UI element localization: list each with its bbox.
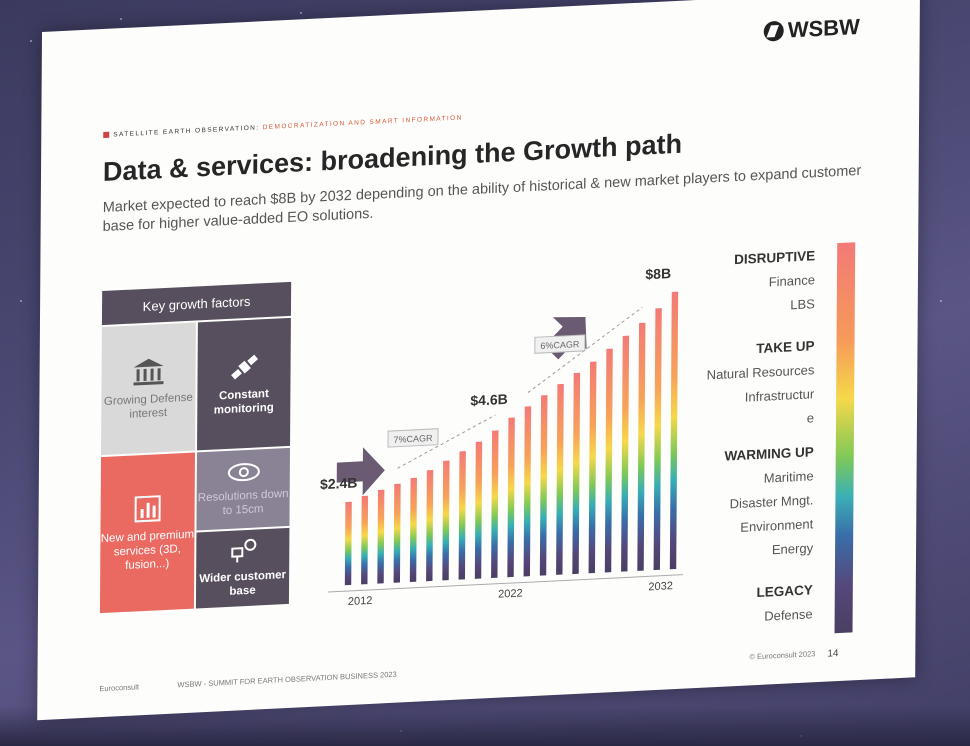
wsbw-logo: WSBW [763, 13, 860, 45]
value-label-2012: $2.4B [320, 474, 357, 492]
bar-2018 [442, 460, 450, 581]
bar-2015 [393, 483, 401, 583]
cagr-trend-line [397, 414, 496, 469]
x-tick-2012: 2012 [348, 595, 373, 608]
segment-item: Energy [771, 540, 814, 558]
cagr-trend-line [527, 306, 643, 393]
growth-arrow-2-icon [544, 317, 587, 360]
tile-defense: Growing Defense interest [101, 322, 196, 456]
bar-2019 [458, 451, 466, 580]
footer-right: © Euroconsult 2023 [749, 649, 816, 662]
tile-defense-label: Growing Defense interest [103, 391, 193, 421]
segment-item: Disaster Mngt. [729, 492, 814, 512]
tile-premium: New and premium services (3D, fusion...) [99, 452, 196, 614]
page-number: 14 [827, 648, 839, 660]
bar-2024 [539, 395, 548, 576]
satellite-icon [230, 354, 258, 380]
breadcrumb-square-icon [103, 131, 110, 139]
segment-item: Environment [740, 516, 814, 535]
segment-header: TAKE UP [756, 338, 815, 357]
cagr-label: 6%CAGR [540, 339, 580, 351]
footer-center: WSBW - SUMMIT FOR EARTH OBSERVATION BUSI… [177, 669, 397, 690]
logo-mark-icon [763, 20, 784, 42]
x-tick-2032: 2032 [648, 580, 673, 593]
logo-text: WSBW [787, 13, 860, 43]
bar-2028 [604, 348, 613, 573]
cagr-box [534, 334, 586, 354]
bar-2022 [507, 417, 515, 578]
bar-2012 [344, 501, 352, 586]
bar-2027 [588, 361, 597, 574]
growth-arrow-1-icon [336, 447, 385, 496]
tile-customer-label: Wider customer base [199, 569, 287, 598]
segment-item: LBS [790, 296, 815, 313]
bar-2021 [491, 430, 499, 579]
breadcrumb-part2: DEMOCRATIZATION AND SMART INFORMATION [262, 114, 463, 132]
x-tick-2022: 2022 [498, 588, 523, 601]
bar-2025 [556, 383, 564, 575]
presentation-slide: WSBW SATELLITE EARTH OBSERVATION: DEMOCR… [37, 0, 920, 721]
bar-2023 [523, 406, 532, 577]
footer-left: Euroconsult [99, 682, 140, 694]
bank-icon [133, 358, 164, 386]
tile-resolution-label: Resolutions down to 15cm [197, 487, 289, 518]
tile-resolution: Resolutions down to 15cm [196, 447, 291, 531]
bar-2014 [377, 489, 385, 584]
segment-item: Infrastructur [744, 386, 815, 405]
bar-2017 [426, 469, 434, 582]
cagr-box [387, 428, 439, 448]
tile-customer: Wider customer base [195, 527, 290, 609]
segment-header: WARMING UP [724, 444, 814, 464]
eye-icon [227, 463, 260, 482]
value-label-2022: $4.6B [470, 391, 507, 409]
segment-item: Finance [768, 272, 816, 290]
segment-color-scale [834, 242, 856, 634]
tile-monitoring-label: Constant monitoring [213, 387, 274, 417]
segment-header: DISRUPTIVE [734, 248, 816, 268]
market-growth-chart: $2.4B 7%CAGR $4.6B 6%CAGR $8B 2012 2022 2032 [320, 265, 683, 608]
segment-item: Defense [764, 606, 813, 624]
breadcrumb: SATELLITE EARTH OBSERVATION: DEMOCRATIZA… [103, 114, 463, 139]
bar-2032 [669, 291, 679, 570]
bar-2031 [653, 308, 662, 571]
segment-header: LEGACY [756, 582, 813, 601]
bar-2030 [637, 322, 646, 571]
network-icon [230, 538, 256, 563]
bar-chart-icon [134, 495, 161, 523]
bar-2013 [361, 495, 369, 585]
tile-premium-label: New and premium services (3D, fusion...) [100, 528, 195, 572]
segment-item: Natural Resources [706, 362, 815, 383]
value-label-2032: $8B [645, 265, 671, 282]
bar-2020 [474, 441, 483, 579]
bar-2016 [409, 477, 417, 583]
segment-item: e [806, 410, 815, 426]
cagr-label: 7%CAGR [393, 433, 433, 445]
segment-item: Maritime [763, 468, 814, 486]
tile-monitoring: Constant monitoring [197, 317, 291, 451]
breadcrumb-part1: SATELLITE EARTH OBSERVATION: [113, 124, 260, 139]
bar-2029 [621, 335, 630, 572]
bar-2026 [572, 372, 581, 575]
chart-baseline [327, 574, 683, 593]
